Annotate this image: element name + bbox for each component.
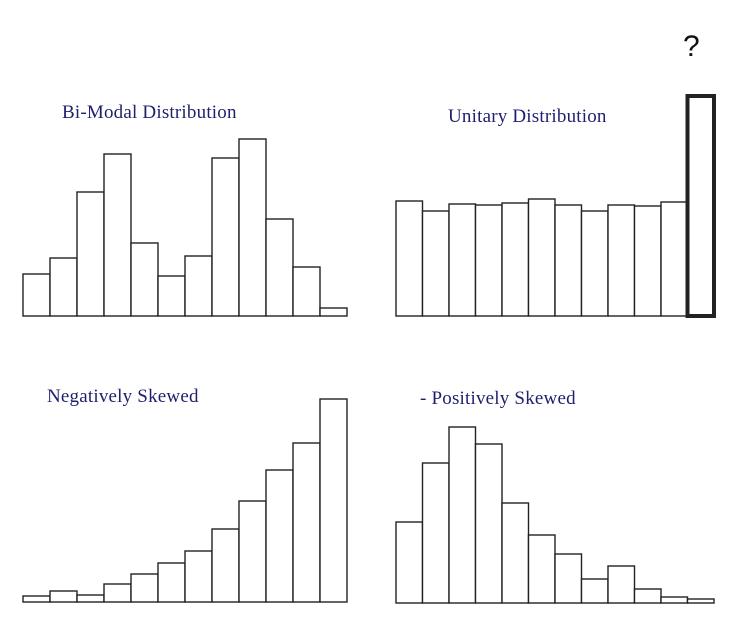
positively-skewed-bar-11: [660, 596, 689, 604]
negatively-skewed-bar-8: [211, 528, 240, 603]
unitary-histogram: [395, 94, 716, 318]
bimodal-bar-1: [22, 273, 51, 317]
negatively-skewed-bar-12: [319, 398, 348, 603]
positively-skewed-bar-3: [448, 426, 477, 604]
bimodal-bar-9: [238, 138, 267, 317]
negatively-skewed-bar-1: [22, 595, 51, 603]
bimodal-histogram: [22, 138, 348, 317]
chart-title-negatively-skewed: Negatively Skewed: [47, 386, 199, 407]
negatively-skewed-bar-10: [265, 469, 294, 603]
positively-skewed-bar-10: [633, 588, 662, 604]
unitary-bar-3: [448, 203, 477, 317]
unitary-bar-10: [633, 205, 662, 317]
negatively-skewed-bar-9: [238, 500, 267, 603]
negatively-skewed-bar-3: [76, 594, 105, 603]
bimodal-bar-4: [103, 153, 132, 317]
positively-skewed-bar-4: [474, 443, 503, 604]
positively-skewed-histogram: [395, 426, 715, 604]
positively-skewed-bar-9: [607, 565, 636, 604]
bimodal-bar-6: [157, 275, 186, 317]
negatively-skewed-histogram: [22, 398, 348, 603]
bimodal-bar-5: [130, 242, 159, 317]
chart-title-positively-skewed: - Positively Skewed: [420, 388, 576, 409]
negatively-skewed-bar-11: [292, 442, 321, 603]
unitary-bar-7: [554, 204, 583, 317]
positively-skewed-bar-1: [395, 521, 424, 604]
positively-skewed-bar-8: [580, 578, 609, 604]
positively-skewed-bar-7: [554, 553, 583, 604]
bimodal-bar-11: [292, 266, 321, 317]
bimodal-bar-2: [49, 257, 78, 317]
chart-title-unitary: Unitary Distribution: [448, 106, 607, 127]
positively-skewed-bar-12: [686, 598, 715, 604]
chart-title-bimodal: Bi-Modal Distribution: [62, 102, 237, 123]
unitary-bar-4: [474, 204, 503, 317]
unitary-bar-12: [685, 94, 716, 318]
bimodal-bar-3: [76, 191, 105, 317]
negatively-skewed-bar-7: [184, 550, 213, 603]
bimodal-bar-12: [319, 307, 348, 317]
positively-skewed-bar-6: [527, 534, 556, 604]
unitary-bar-5: [501, 202, 530, 317]
bimodal-bar-10: [265, 218, 294, 317]
question-mark-annotation: ?: [683, 30, 700, 63]
unitary-bar-2: [421, 210, 450, 317]
bimodal-bar-7: [184, 255, 213, 317]
unitary-bar-9: [607, 204, 636, 317]
unitary-bar-11: [660, 201, 689, 317]
unitary-bar-8: [580, 210, 609, 317]
negatively-skewed-bar-2: [49, 590, 78, 603]
positively-skewed-bar-2: [421, 462, 450, 604]
unitary-bar-1: [395, 200, 424, 317]
negatively-skewed-bar-6: [157, 562, 186, 603]
negatively-skewed-bar-5: [130, 573, 159, 603]
negatively-skewed-bar-4: [103, 583, 132, 603]
unitary-bar-6: [527, 198, 556, 317]
positively-skewed-bar-5: [501, 502, 530, 604]
bimodal-bar-8: [211, 157, 240, 317]
